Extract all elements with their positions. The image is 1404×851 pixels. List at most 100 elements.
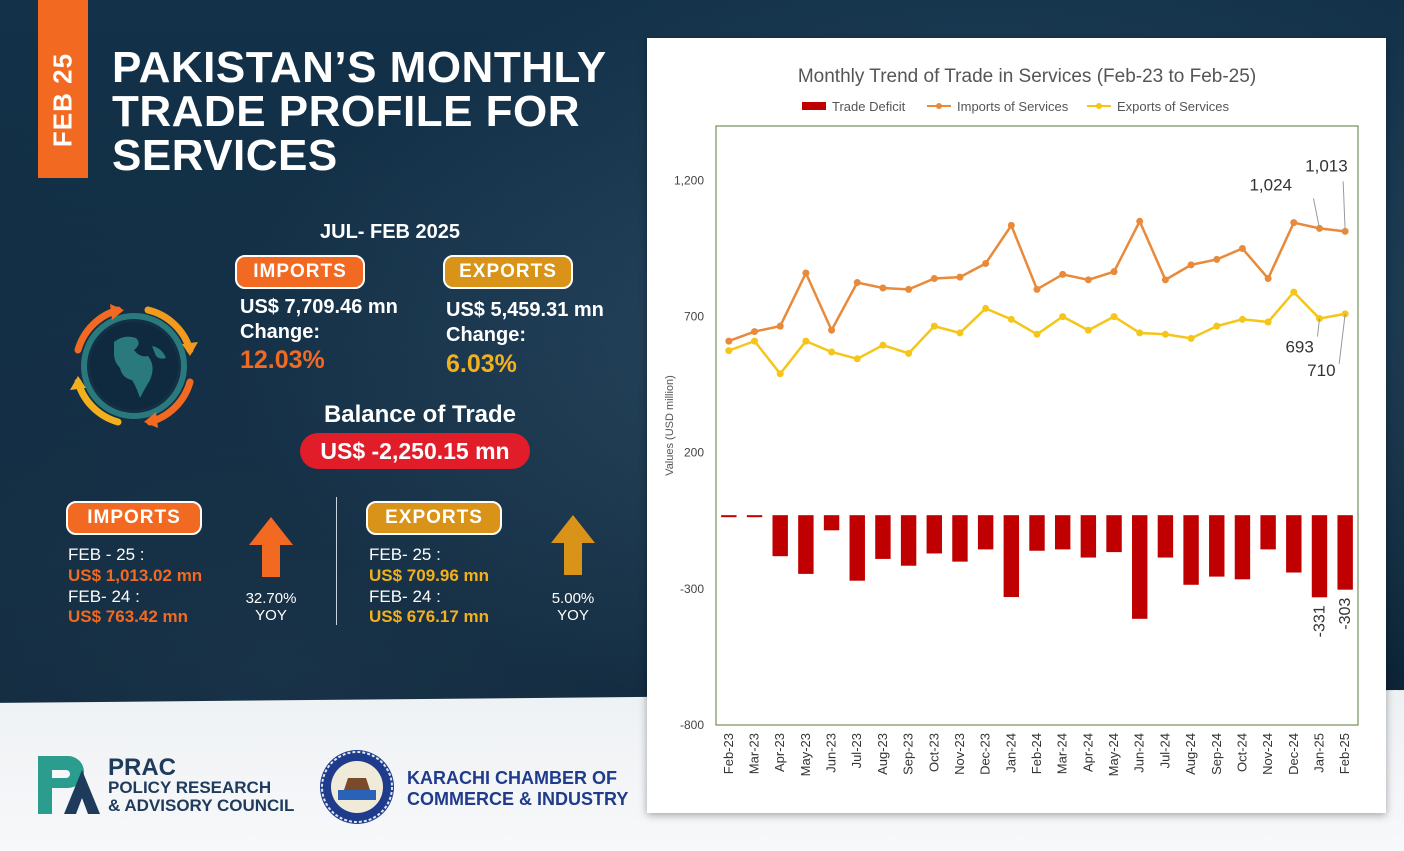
bar-trade-deficit — [977, 515, 994, 550]
month-tag: FEB 25 — [38, 0, 88, 178]
point-imports-of-services — [853, 279, 861, 287]
point-exports-of-services — [1238, 315, 1246, 323]
x-tick-label: Nov-24 — [1260, 733, 1275, 775]
bar-trade-deficit — [1337, 515, 1353, 590]
imports-yoy-pct: 32.70% — [245, 590, 297, 607]
y-tick-label: 700 — [684, 310, 704, 324]
point-imports-of-services — [879, 284, 887, 292]
point-exports-of-services — [1213, 322, 1221, 330]
chart-title: Monthly Trend of Trade in Services (Feb-… — [798, 66, 1256, 87]
legend-swatch-deficit — [802, 102, 826, 110]
point-imports-of-services — [1290, 219, 1298, 227]
point-exports-of-services — [1136, 329, 1144, 337]
page-title: PAKISTAN’S MONTHLY TRADE PROFILE FOR SER… — [112, 46, 632, 178]
data-label-deficit: -303 — [1337, 598, 1354, 630]
point-exports-of-services — [725, 347, 733, 355]
period-label: JUL- FEB 2025 — [320, 221, 461, 243]
point-exports-of-services — [1264, 318, 1272, 326]
point-imports-of-services — [1136, 217, 1144, 225]
point-imports-of-services — [982, 259, 990, 267]
x-tick-label: Feb-24 — [1029, 733, 1044, 774]
legend-swatch-dot-1 — [936, 103, 942, 109]
point-exports-of-services — [1161, 330, 1169, 338]
x-tick-label: May-24 — [1106, 733, 1121, 776]
bar-trade-deficit — [875, 515, 891, 559]
bar-trade-deficit — [1286, 515, 1302, 573]
bar-trade-deficit — [849, 515, 865, 581]
title-line-2: TRADE PROFILE FOR — [112, 87, 581, 136]
balance-of-trade-value: US$ -2,250.15 mn — [300, 433, 530, 469]
point-exports-of-services — [930, 322, 938, 330]
legend-label: Exports of Services — [1117, 99, 1229, 114]
point-exports-of-services — [751, 337, 759, 345]
point-imports-of-services — [1161, 276, 1169, 284]
x-tick-label: Sep-23 — [901, 733, 916, 775]
x-tick-label: Jul-23 — [849, 733, 864, 768]
bar-trade-deficit — [952, 515, 968, 562]
point-imports-of-services — [956, 273, 964, 281]
exports-change-label: Change: — [446, 324, 526, 346]
bar-trade-deficit — [1106, 515, 1122, 553]
trade-services-chart: Monthly Trend of Trade in Services (Feb-… — [664, 66, 1359, 776]
legend-label: Imports of Services — [957, 99, 1069, 114]
data-label: 1,024 — [1249, 175, 1292, 194]
imports-change-label: Change: — [240, 321, 320, 343]
point-exports-of-services — [879, 341, 887, 349]
data-label-leader — [1316, 318, 1320, 337]
point-exports-of-services — [1187, 334, 1195, 342]
bar-trade-deficit — [1080, 515, 1097, 558]
point-imports-of-services — [802, 269, 810, 277]
x-tick-label: Jun-23 — [824, 733, 839, 773]
x-tick-label: Apr-24 — [1080, 733, 1095, 772]
bar-trade-deficit — [1157, 515, 1174, 558]
point-imports-of-services — [1059, 270, 1067, 278]
title-line-3: SERVICES — [112, 131, 338, 180]
bar-trade-deficit — [1209, 515, 1225, 577]
chart-panel: Monthly Trend of Trade in Services (Feb-… — [647, 38, 1386, 813]
point-exports-of-services — [853, 355, 861, 363]
bar-trade-deficit — [1029, 515, 1045, 551]
x-tick-label: Feb-23 — [721, 733, 736, 774]
exports-yoy-label: YOY — [557, 607, 589, 624]
legend-swatch-dot-2 — [1096, 103, 1102, 109]
bar-trade-deficit — [823, 515, 840, 531]
bar-trade-deficit — [798, 515, 814, 574]
exports-monthly-badge: EXPORTS — [366, 501, 502, 535]
imports-feb24-value: US$ 763.42 mn — [68, 607, 189, 626]
data-label: 710 — [1307, 361, 1335, 380]
prac-logo — [38, 756, 100, 814]
bar-trade-deficit — [926, 515, 942, 554]
point-imports-of-services — [1084, 276, 1092, 284]
point-exports-of-services — [1007, 315, 1015, 323]
point-exports-of-services — [982, 304, 990, 312]
month-tag-label: FEB 25 — [47, 52, 78, 148]
data-label-leader — [1338, 313, 1346, 364]
imports-ytd-badge: IMPORTS — [235, 255, 365, 289]
point-imports-of-services — [1187, 261, 1195, 269]
point-imports-of-services — [828, 326, 836, 334]
data-label-deficit: -331 — [1311, 605, 1328, 637]
point-imports-of-services — [725, 337, 733, 345]
imports-yoy-label: YOY — [255, 607, 287, 624]
exports-feb24-label: FEB- 24 : — [369, 587, 441, 606]
data-label: 1,013 — [1305, 156, 1348, 175]
title-line-1: PAKISTAN’S MONTHLY — [112, 43, 607, 92]
x-tick-label: Aug-24 — [1183, 733, 1198, 775]
kcci-line1: KARACHI CHAMBER OF — [407, 768, 617, 788]
imports-feb25-value: US$ 1,013.02 mn — [68, 566, 203, 585]
prac-line1: POLICY RESEARCH — [108, 778, 272, 797]
plot-area — [715, 125, 1359, 726]
x-tick-label: Dec-24 — [1286, 733, 1301, 775]
bar-trade-deficit — [1311, 515, 1328, 598]
exports-ytd-value: US$ 5,459.31 mn — [446, 299, 604, 321]
point-exports-of-services — [1290, 288, 1298, 296]
x-tick-label: Jul-24 — [1157, 733, 1172, 768]
point-exports-of-services — [776, 370, 784, 378]
y-tick-label: 1,200 — [674, 173, 704, 187]
x-tick-label: Mar-23 — [747, 733, 762, 774]
bar-trade-deficit — [1234, 515, 1251, 580]
point-exports-of-services — [956, 329, 964, 337]
point-imports-of-services — [930, 274, 938, 282]
imports-monthly-badge: IMPORTS — [66, 501, 202, 535]
imports-feb25-label: FEB - 25 : — [68, 545, 145, 564]
